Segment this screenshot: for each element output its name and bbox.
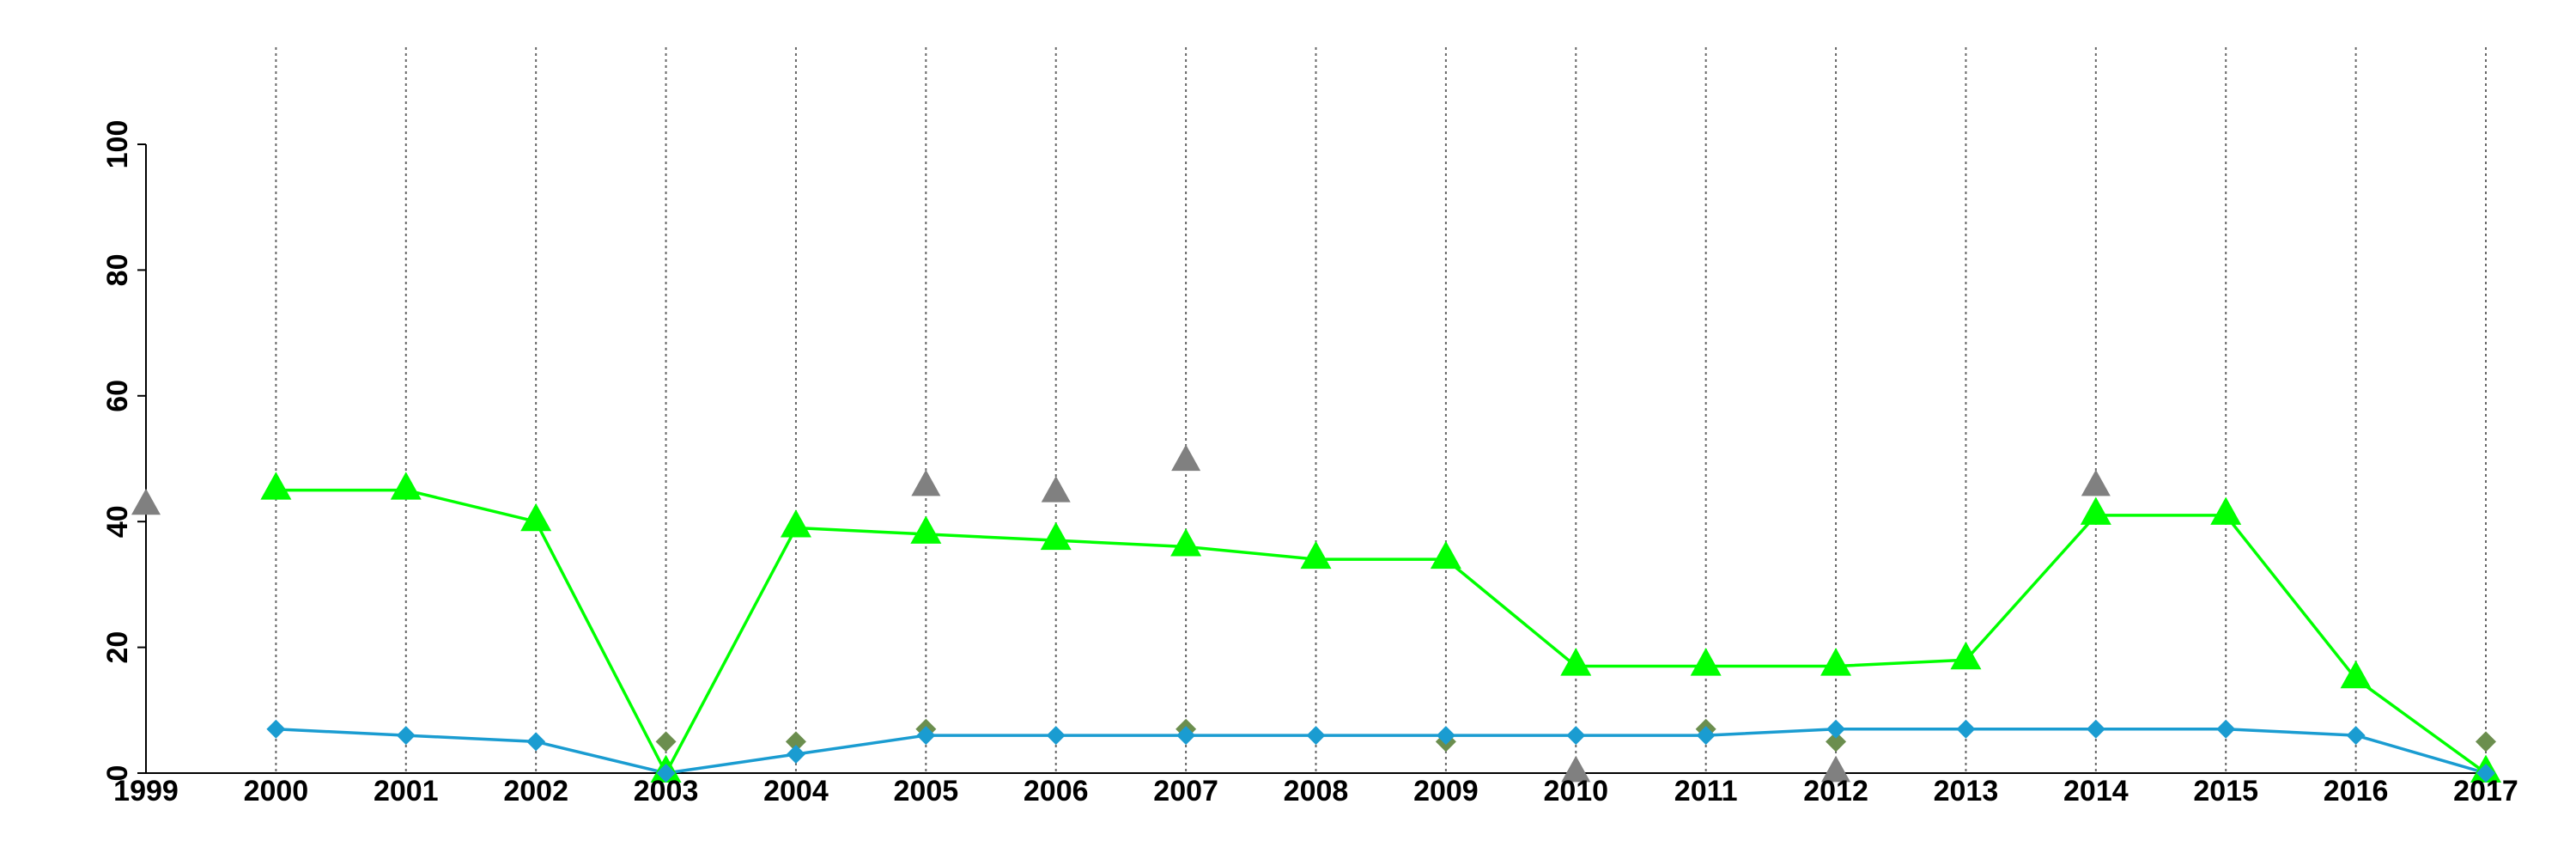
y-tick-label: 100 xyxy=(101,120,134,169)
series-4-point xyxy=(785,731,806,752)
series-1-point xyxy=(390,472,422,500)
x-tick-label: 2003 xyxy=(634,775,699,807)
series-1-point xyxy=(1560,648,1592,676)
series-4-point xyxy=(655,731,677,752)
series-1-point xyxy=(2210,497,2242,525)
axis-layer xyxy=(137,143,2486,774)
x-tick-label: 2016 xyxy=(2324,775,2389,807)
series-1-point xyxy=(1690,648,1722,676)
series-1-point xyxy=(1820,648,1852,676)
series-2-point xyxy=(1176,726,1196,746)
series-1-point xyxy=(260,472,292,500)
series-3-point xyxy=(131,488,161,515)
series-3-point xyxy=(1821,755,1851,783)
x-tick-label: 2001 xyxy=(374,775,439,807)
series-2-point xyxy=(1046,726,1066,746)
series-2-point xyxy=(656,764,676,783)
series-3-point xyxy=(1041,476,1071,503)
series-2-point xyxy=(266,719,286,739)
series-4-point xyxy=(2476,731,2496,752)
series-2-point xyxy=(2346,726,2366,746)
series-1-point xyxy=(2080,497,2111,525)
y-tick-label: 20 xyxy=(101,631,134,664)
y-tick-label: 60 xyxy=(101,380,134,412)
series-1-point xyxy=(520,503,552,532)
series-2-point xyxy=(1956,719,1976,739)
series-2-line xyxy=(276,728,2487,775)
series-4-point xyxy=(1826,731,1847,752)
series-3-point xyxy=(2081,469,2111,497)
marker-layer xyxy=(131,444,2501,783)
series-2-point xyxy=(526,732,546,752)
series-2-point xyxy=(2086,719,2105,739)
series-2-point xyxy=(1696,726,1716,746)
series-2-point xyxy=(2216,719,2236,739)
series-3-point xyxy=(911,469,941,497)
x-tick-label: 2007 xyxy=(1153,775,1218,807)
series-2-point xyxy=(1436,726,1455,746)
x-tick-label: 2005 xyxy=(894,775,959,807)
label-layer: 0 20 40 60 80 100 1999 2000 2001 2002 2003 2004 2005… xyxy=(101,120,2518,807)
series-1-point xyxy=(910,515,942,544)
series-1-point xyxy=(780,509,811,538)
x-tick-label: 2013 xyxy=(1934,775,1999,807)
x-tick-label: 2015 xyxy=(2193,775,2258,807)
x-tick-label: 2009 xyxy=(1413,775,1479,807)
x-tick-label: 2010 xyxy=(1543,775,1608,807)
series-1-point xyxy=(1040,521,1072,551)
x-tick-label: 2011 xyxy=(1674,775,1738,807)
series-2-point xyxy=(1826,719,1846,739)
y-tick-label: 80 xyxy=(101,253,134,286)
x-tick-label: 2008 xyxy=(1284,775,1349,807)
series-3-point xyxy=(1561,755,1591,783)
series-1-point xyxy=(2340,660,2372,689)
y-tick-label: 0 xyxy=(101,765,134,782)
series-3-point xyxy=(1171,444,1201,472)
series-2-point xyxy=(396,726,416,746)
grid-layer xyxy=(275,47,2487,773)
series-1-line xyxy=(276,488,2488,775)
x-tick-label: 2006 xyxy=(1024,775,1089,807)
y-tick-label: 40 xyxy=(101,505,134,538)
series-2-point xyxy=(1566,726,1586,746)
x-tick-label: 2004 xyxy=(763,775,829,807)
series-2-point xyxy=(1306,726,1326,746)
x-tick-label: 1999 xyxy=(113,775,179,807)
x-tick-label: 2017 xyxy=(2453,775,2518,807)
x-tick-label: 2012 xyxy=(1803,775,1868,807)
x-tick-label: 2014 xyxy=(2063,775,2129,807)
series-1-point xyxy=(1950,641,1982,670)
series-layer xyxy=(276,488,2488,775)
x-tick-label: 2002 xyxy=(503,775,568,807)
x-tick-label: 2000 xyxy=(244,775,309,807)
series-2-point xyxy=(2476,764,2495,783)
series-1-point xyxy=(1430,540,1461,570)
series-1-point xyxy=(1300,540,1332,570)
series-2-point xyxy=(786,745,805,765)
series-2-point xyxy=(916,726,936,746)
series-1-point xyxy=(1170,528,1202,557)
